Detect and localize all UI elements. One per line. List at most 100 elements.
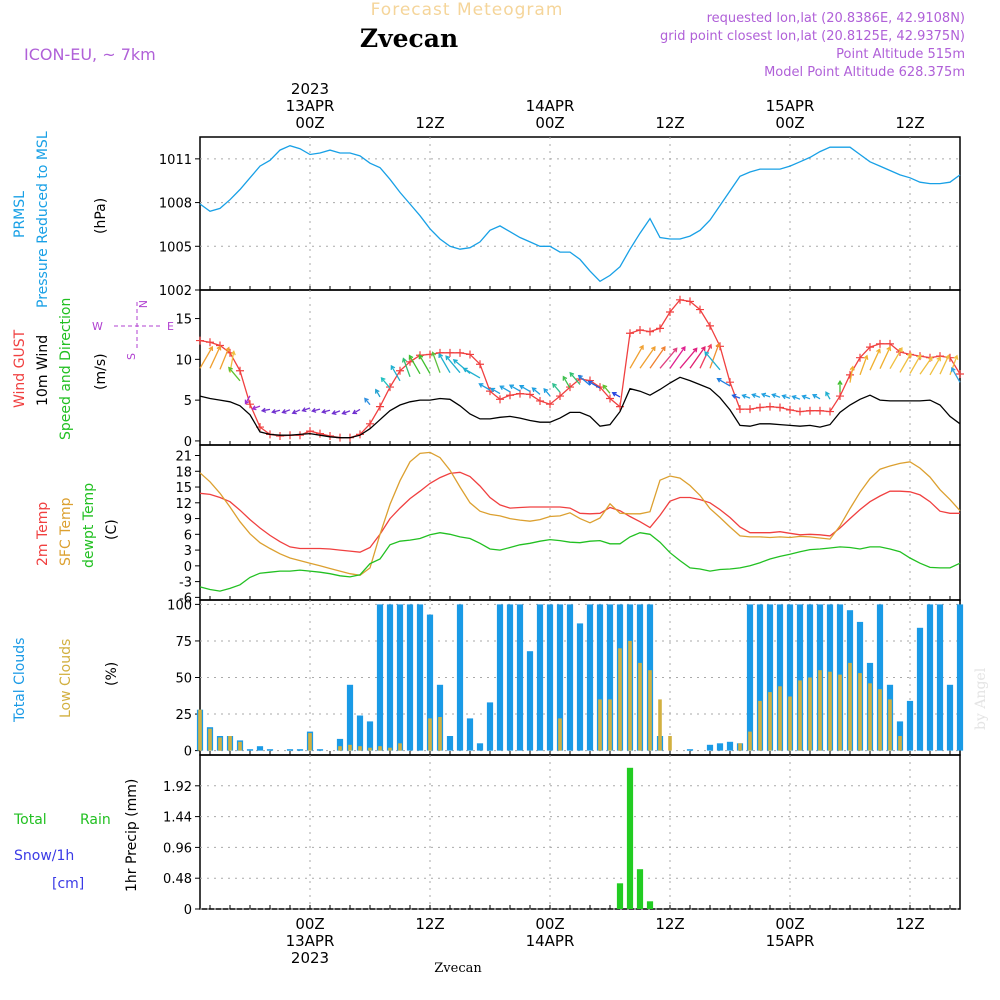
- gust-marker: [786, 405, 794, 414]
- bottom-time-label: 14APR: [526, 932, 575, 950]
- wind-arrow: [909, 354, 922, 374]
- wind-arrow: [562, 375, 571, 389]
- gust-marker: [456, 348, 464, 357]
- wind-arrow: [543, 388, 551, 397]
- lowcloud-label: Low Clouds: [58, 639, 74, 718]
- bar-overlay: [198, 709, 202, 751]
- wind-arrow: [669, 345, 686, 369]
- bottom-time-label: 2023: [291, 949, 329, 967]
- top-time-label: 00Z: [535, 114, 564, 132]
- bar-overlay: [768, 692, 772, 751]
- plot-area: 1002100510081011051015-6-303691215182102…: [159, 80, 964, 967]
- y-tick-label: 1005: [159, 240, 192, 255]
- gust-marker: [476, 360, 484, 369]
- snow-label: Snow/1h: [14, 848, 74, 864]
- bar: [646, 901, 654, 909]
- gust-marker: [836, 392, 844, 401]
- top-time-label: 12Z: [895, 114, 924, 132]
- wind-arrow: [791, 395, 801, 400]
- y-tick-label: 0: [184, 435, 192, 450]
- gust-marker: [956, 370, 964, 379]
- top-time-label: 15APR: [766, 97, 815, 115]
- wind-arrow: [825, 391, 831, 400]
- model-altitude: Model Point Altitude 628.375m: [764, 65, 965, 80]
- wind-arrow: [219, 346, 231, 370]
- y-tick-label: 0.48: [163, 872, 192, 887]
- wind-labels: Wind GUST 10m Wind Speed and Direction (…: [12, 298, 174, 440]
- bar: [946, 684, 954, 751]
- y-tick-label: 12: [175, 497, 192, 512]
- bar: [246, 749, 254, 751]
- top-time-label: 2023: [291, 80, 329, 98]
- bar-overlay: [218, 737, 222, 751]
- y-tick-label: 25: [175, 708, 192, 723]
- sfc-label: SFC Temp: [58, 497, 74, 566]
- wind-arrow: [611, 392, 621, 398]
- wind-arrow: [741, 393, 751, 399]
- wind-arrow: [704, 351, 721, 371]
- wind-arrow: [380, 377, 391, 389]
- wind-arrow: [438, 352, 451, 374]
- wind-arrow: [331, 410, 341, 416]
- total-label: Total: [13, 812, 47, 828]
- y-tick-label: 0.96: [163, 841, 192, 856]
- wind-label: 10m Wind: [35, 335, 51, 406]
- bar: [376, 604, 384, 751]
- y-tick-label: 1.92: [163, 780, 192, 795]
- bar: [636, 869, 644, 909]
- gust-marker: [706, 321, 714, 330]
- y-tick-label: 0: [184, 560, 192, 575]
- top-time-label: 00Z: [295, 114, 324, 132]
- gust-marker: [826, 407, 834, 416]
- bar: [316, 749, 324, 751]
- bar-overlay: [808, 677, 812, 751]
- bottom-time-label: 12Z: [655, 915, 684, 933]
- bar-overlay: [748, 731, 752, 751]
- gust-marker: [206, 338, 214, 347]
- credit-watermark: by Angel: [973, 667, 989, 730]
- bar: [916, 627, 924, 751]
- bar-overlay: [868, 683, 872, 751]
- wind-arrow: [639, 345, 656, 369]
- bar-overlay: [738, 743, 742, 751]
- bar: [446, 736, 454, 751]
- dir-label: Speed and Direction: [58, 298, 74, 440]
- gust-marker: [686, 297, 694, 306]
- gust-marker: [646, 327, 654, 336]
- bar: [456, 604, 464, 751]
- bar-overlay: [398, 743, 402, 751]
- wind-arrow: [499, 385, 511, 393]
- bar-overlay: [378, 746, 382, 751]
- y-tick-label: 6: [184, 528, 192, 543]
- bar-overlay: [838, 674, 842, 751]
- gust-marker: [776, 403, 784, 412]
- prmsl-label: PRMSL: [12, 191, 28, 238]
- wind-arrow: [244, 395, 251, 405]
- wind-arrow: [731, 393, 741, 399]
- bar: [296, 749, 304, 751]
- wind-arrow: [587, 380, 601, 389]
- prmsl-sublabel: Pressure Reduced to MSL: [35, 131, 51, 308]
- wind-arrow: [445, 355, 461, 374]
- gust-marker: [196, 336, 204, 345]
- bar: [506, 604, 514, 751]
- series-line: [199, 299, 961, 439]
- wind-arrow: [879, 345, 892, 369]
- bar: [906, 700, 914, 751]
- wind-arrow: [401, 357, 411, 378]
- bar-overlay: [558, 718, 562, 751]
- wind-arrow: [899, 352, 912, 373]
- totalcloud-label: Total Clouds: [12, 638, 28, 723]
- wind-arrow: [390, 364, 401, 382]
- requested-coords: requested lon,lat (20.8386E, 42.9108N): [707, 11, 965, 26]
- meteogram-title: Forecast Meteogram: [371, 0, 564, 20]
- wind-arrow: [518, 385, 531, 392]
- panel-frame: [199, 136, 961, 291]
- wind-arrow: [849, 365, 855, 383]
- bar: [686, 749, 694, 751]
- wind-arrow: [490, 387, 501, 395]
- gust-marker: [556, 392, 564, 401]
- bar: [616, 883, 624, 909]
- bar-overlay: [428, 718, 432, 751]
